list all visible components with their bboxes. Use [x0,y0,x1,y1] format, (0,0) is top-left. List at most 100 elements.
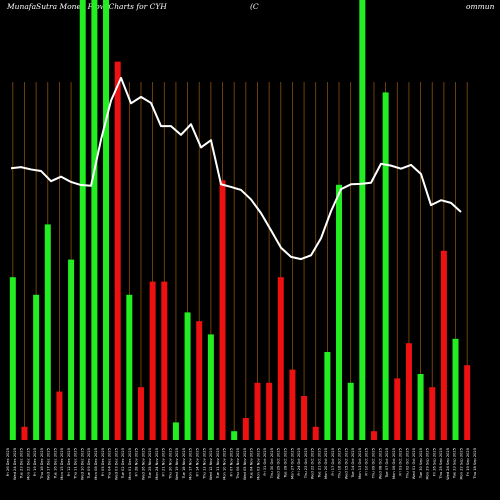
x-tick-label: Thu 11 Dec 2025 [74,448,78,480]
x-tick-label: Fri 14 Nov 2025 [196,448,200,476]
x-tick-label: Wed 08 Oct 2025 [378,448,382,479]
x-tick-label: Fri 03 Oct 2025 [399,448,403,476]
x-tick-label: Mon 01 Dec 2025 [128,448,132,480]
x-tick-label: Fri 24 Oct 2025 [297,448,301,476]
money-flow-bar-up [347,382,354,440]
x-tick-label: Mon 17 Nov 2025 [189,448,193,480]
money-flow-bar-down [266,382,273,440]
x-tick-label: Mon 13 Oct 2025 [358,448,362,479]
chart-title: MunafaSutra Money Flow Charts for CYH [7,2,167,11]
x-tick-label: Fri 26 Sep 2025 [432,448,436,476]
money-flow-bar-down [429,387,436,440]
price-line-series [10,76,462,261]
money-flow-bar-up [359,0,366,440]
x-tick-label: Mon 10 Nov 2025 [223,448,227,480]
money-flow-bar-up [382,92,389,441]
money-flow-bar-up [103,0,110,440]
x-tick-label: Thu 06 Nov 2025 [236,448,240,480]
money-flow-bar-down [312,426,319,440]
x-tick-label: Fri 26 Dec 2025 [6,448,10,476]
x-tick-label: Tue 23 Dec 2025 [20,448,24,479]
x-tick-label: Fri 31 Oct 2025 [263,448,267,476]
x-tick-label: Tue 16 Dec 2025 [53,448,57,479]
money-flow-bar-up [336,184,343,440]
money-flow-bar-down [277,277,284,440]
x-tick-label: Fri 21 Nov 2025 [162,448,166,476]
money-flow-bar-up [9,277,16,440]
money-flow-bar-down [289,369,296,440]
x-tick-label: Fri 07 Nov 2025 [229,448,233,476]
x-tick-label: Wed 10 Dec 2025 [80,448,84,480]
money-flow-bar-up [33,294,40,440]
money-flow-bar-up [126,294,133,440]
x-tick-label: Fri 05 Dec 2025 [101,448,105,476]
x-tick-label: Mon 27 Oct 2025 [290,448,294,479]
x-tick-label: Wed 17 Dec 2025 [47,448,51,480]
chart-title-company-open: (C [250,2,259,11]
money-flow-bar-up [184,312,191,440]
x-tick-label: Tue 28 Oct 2025 [283,448,287,479]
x-tick-label: Tue 11 Nov 2025 [216,448,220,479]
x-tick-label: Fri 10 Oct 2025 [365,448,369,476]
x-tick-label: Wed 26 Nov 2025 [141,448,145,480]
x-tick-label: Mon 22 Dec 2025 [26,448,30,480]
money-flow-bar-up [207,334,214,440]
x-tick-label: Tue 04 Nov 2025 [250,448,254,479]
money-flow-bar-down [405,343,412,440]
x-tick-label: Wed 19 Nov 2025 [175,448,179,480]
money-flow-bar-up [44,224,51,440]
money-flow-bar-down [370,431,377,440]
x-tick-label: Wed 01 Oct 2025 [412,448,416,479]
x-tick-label: Mon 29 Sep 2025 [426,448,430,480]
money-flow-bar-up [452,338,459,440]
money-flow-bar-down [394,378,401,440]
x-tick-label: Thu 25 Sep 2025 [439,448,443,480]
money-flow-bar-up [79,0,86,440]
x-tick-label: Wed 24 Dec 2025 [13,448,17,480]
x-tick-label: Mon 22 Sep 2025 [459,448,463,480]
money-flow-bar-up [91,0,98,440]
x-tick-label: Wed 12 Nov 2025 [209,448,213,480]
x-tick-label: Thu 02 Oct 2025 [405,448,409,479]
x-tick-label: Thu 18 Dec 2025 [40,448,44,480]
x-tick-label: Wed 15 Oct 2025 [344,448,348,479]
money-flow-bar-up [231,431,238,440]
money-flow-bar-down [301,396,308,440]
x-tick-label: Fri 19 Sep 2025 [466,448,470,476]
money-flow-bar-down [219,180,226,440]
x-tick-label: Tue 02 Dec 2025 [121,448,125,479]
x-tick-label: Fri 17 Oct 2025 [331,448,335,476]
x-tick-label: Wed 05 Nov 2025 [243,448,247,480]
x-tick-label: Tue 30 Sep 2025 [419,448,423,479]
x-tick-label: Thu 18 Sep 2025 [473,448,477,480]
x-tick-label: Tue 07 Oct 2025 [385,448,389,479]
x-tick-label: Tue 09 Dec 2025 [87,448,91,479]
x-tick-label: Mon 24 Nov 2025 [155,448,159,480]
money-flow-bar-down [137,387,144,440]
x-tick-label: Tue 25 Nov 2025 [148,448,152,479]
x-tick-label: Tue 23 Sep 2025 [453,448,457,479]
money-flow-bar-down [440,250,447,440]
money-flow-bar-down [464,365,471,440]
money-flow-bar-up [324,352,331,440]
money-flow-bar-down [21,426,28,440]
chart-title-company-rest: ommun [466,2,495,11]
bar-series [9,0,471,441]
x-tick-label: Mon 08 Dec 2025 [94,448,98,480]
money-flow-bar-down [196,321,203,440]
x-tick-label: Fri 28 Nov 2025 [135,448,139,476]
x-tick-label: Thu 13 Nov 2025 [202,448,206,480]
money-flow-bar-up [417,374,424,440]
x-tick-label: Mon 20 Oct 2025 [324,448,328,479]
x-tick-label: Tue 18 Nov 2025 [182,448,186,479]
x-tick-label: Fri 12 Dec 2025 [67,448,71,476]
x-tick-label: Wed 29 Oct 2025 [277,448,281,479]
x-tick-label: Tue 14 Oct 2025 [351,448,355,479]
money-flow-bar-down [161,281,168,440]
x-axis-tick-labels: Fri 26 Dec 2025 Wed 24 Dec 2025 Tue 23 Dec… [6,448,477,480]
x-tick-label: Thu 16 Oct 2025 [338,448,342,479]
money-flow-bar-down [56,391,63,440]
x-tick-label: Mon 03 Nov 2025 [256,448,260,480]
x-tick-label: Thu 30 Oct 2025 [270,448,274,479]
